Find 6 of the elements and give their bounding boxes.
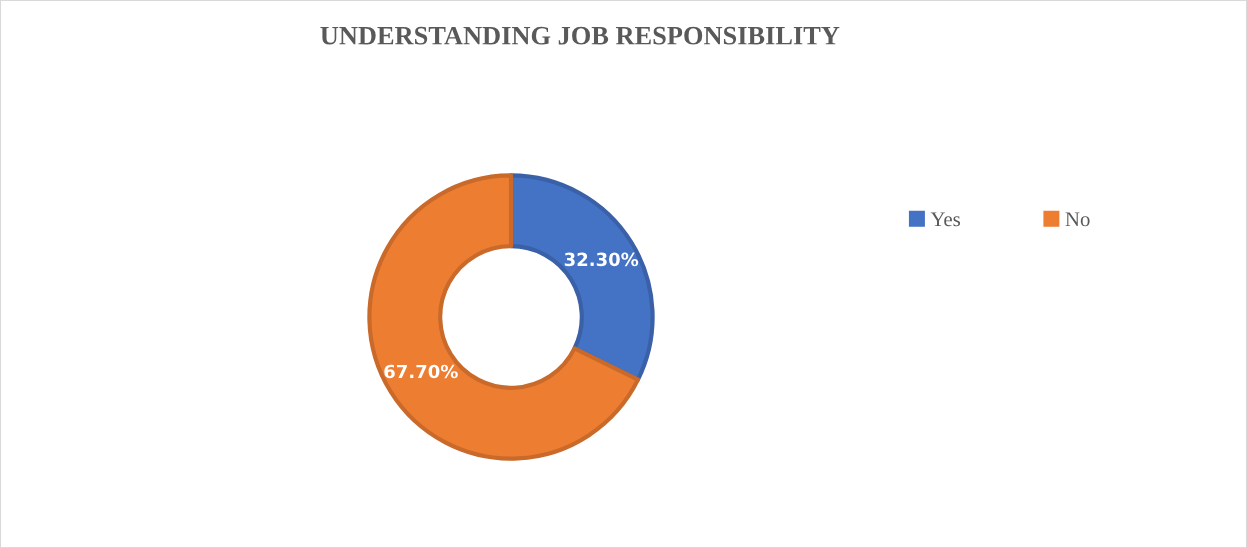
chart-title: UNDERSTANDING JOB RESPONSIBILITY	[320, 26, 840, 45]
legend-label: No	[1065, 212, 1090, 227]
donut-slice	[367, 173, 641, 461]
legend-label: Yes	[930, 212, 960, 227]
data-label: 32.30%	[564, 252, 639, 267]
data-label: 67.70%	[384, 364, 458, 379]
